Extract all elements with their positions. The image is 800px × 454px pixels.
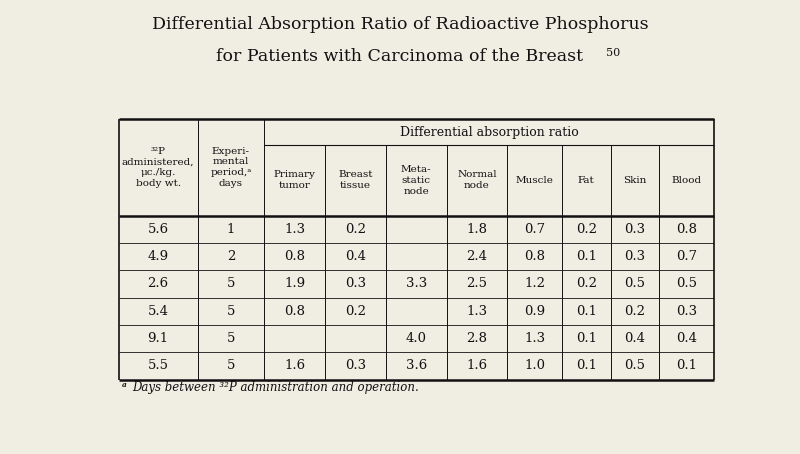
Text: Skin: Skin (623, 176, 646, 185)
Text: 0.9: 0.9 (524, 305, 545, 318)
Text: Experi-
mental
period,ᵃ
days: Experi- mental period,ᵃ days (210, 147, 252, 188)
Text: 50: 50 (606, 48, 620, 58)
Text: 0.8: 0.8 (524, 250, 545, 263)
Text: 0.1: 0.1 (676, 360, 697, 372)
Text: Primary
tumor: Primary tumor (274, 171, 316, 190)
Text: 0.3: 0.3 (345, 277, 366, 291)
Text: 1.3: 1.3 (524, 332, 545, 345)
Text: Breast
tissue: Breast tissue (338, 171, 373, 190)
Text: 0.1: 0.1 (576, 332, 597, 345)
Text: 1.6: 1.6 (284, 360, 306, 372)
Text: 2.4: 2.4 (466, 250, 487, 263)
Text: 0.2: 0.2 (345, 222, 366, 236)
Text: 0.2: 0.2 (576, 222, 597, 236)
Text: 2: 2 (226, 250, 235, 263)
Text: 5.6: 5.6 (147, 222, 169, 236)
Text: 0.4: 0.4 (345, 250, 366, 263)
Text: 5: 5 (226, 277, 235, 291)
Text: for Patients with Carcinoma of the Breast: for Patients with Carcinoma of the Breas… (217, 48, 583, 64)
Text: 0.4: 0.4 (676, 332, 697, 345)
Text: 1.2: 1.2 (524, 277, 545, 291)
Text: 3.3: 3.3 (406, 277, 427, 291)
Text: 5: 5 (226, 360, 235, 372)
Text: 0.1: 0.1 (576, 250, 597, 263)
Text: 1: 1 (226, 222, 235, 236)
Text: 0.1: 0.1 (576, 360, 597, 372)
Text: 1.9: 1.9 (284, 277, 306, 291)
Text: 0.5: 0.5 (624, 360, 646, 372)
Text: 0.8: 0.8 (284, 305, 306, 318)
Text: 1.8: 1.8 (466, 222, 487, 236)
Text: Muscle: Muscle (516, 176, 554, 185)
Text: 5: 5 (226, 332, 235, 345)
Text: 5.4: 5.4 (147, 305, 169, 318)
Text: 0.1: 0.1 (576, 305, 597, 318)
Text: 0.7: 0.7 (676, 250, 697, 263)
Text: 0.3: 0.3 (345, 360, 366, 372)
Text: 2.6: 2.6 (147, 277, 169, 291)
Text: 4.9: 4.9 (147, 250, 169, 263)
Text: 0.2: 0.2 (345, 305, 366, 318)
Text: Differential Absorption Ratio of Radioactive Phosphorus: Differential Absorption Ratio of Radioac… (152, 16, 648, 33)
Text: 2.5: 2.5 (466, 277, 487, 291)
Text: 0.3: 0.3 (624, 222, 646, 236)
Text: Meta-
static
node: Meta- static node (401, 165, 431, 196)
Text: 1.0: 1.0 (524, 360, 545, 372)
Text: 1.3: 1.3 (466, 305, 487, 318)
Text: Blood: Blood (671, 176, 702, 185)
Text: Normal
node: Normal node (457, 171, 497, 190)
Text: 0.8: 0.8 (676, 222, 697, 236)
Text: 5: 5 (226, 305, 235, 318)
Text: 0.5: 0.5 (624, 277, 646, 291)
Text: 0.3: 0.3 (676, 305, 697, 318)
Text: 1.3: 1.3 (284, 222, 306, 236)
Text: Fat: Fat (578, 176, 594, 185)
Text: ³²P
administered,
μc./kg.
body wt.: ³²P administered, μc./kg. body wt. (122, 147, 194, 188)
Text: 5.5: 5.5 (147, 360, 169, 372)
Text: 0.3: 0.3 (624, 250, 646, 263)
Text: 9.1: 9.1 (147, 332, 169, 345)
Text: 3.6: 3.6 (406, 360, 427, 372)
Text: 0.8: 0.8 (284, 250, 306, 263)
Text: 1.6: 1.6 (466, 360, 487, 372)
Text: ᵃ: ᵃ (122, 381, 126, 395)
Text: 0.7: 0.7 (524, 222, 545, 236)
Text: 0.2: 0.2 (576, 277, 597, 291)
Text: Differential absorption ratio: Differential absorption ratio (400, 126, 578, 138)
Text: 0.2: 0.2 (624, 305, 646, 318)
Text: 2.8: 2.8 (466, 332, 487, 345)
Text: 0.5: 0.5 (676, 277, 697, 291)
Text: Days between ³²P administration and operation.: Days between ³²P administration and oper… (132, 381, 419, 395)
Text: 0.4: 0.4 (624, 332, 646, 345)
Text: 4.0: 4.0 (406, 332, 426, 345)
